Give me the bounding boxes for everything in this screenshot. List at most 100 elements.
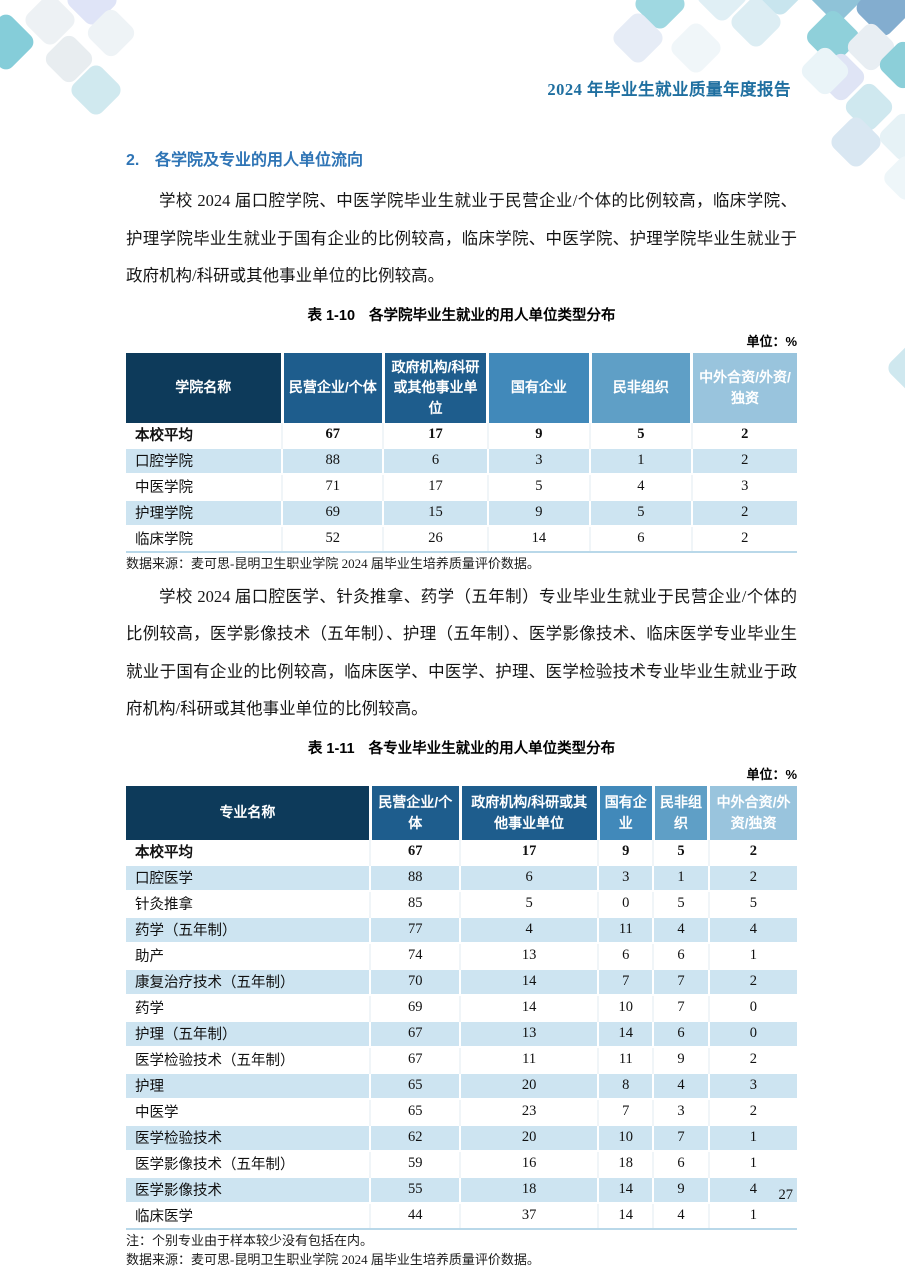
- diamond-shape: [84, 6, 138, 60]
- diamond-shape: [876, 110, 905, 164]
- cell-value: 9: [597, 839, 654, 865]
- cell-value: 4: [652, 1201, 709, 1230]
- table-row: 口腔学院 88 6 3 1 2: [126, 446, 797, 474]
- table-row: 针灸推拿 85 5 0 5 5: [126, 889, 797, 917]
- cell-value: 13: [459, 1019, 599, 1047]
- diamond-shape: [842, 80, 896, 134]
- cell-value: 14: [486, 524, 591, 553]
- unit-label: 单位：%: [746, 766, 797, 782]
- cell-value: 70: [369, 967, 461, 995]
- cell-value: 10: [597, 993, 654, 1021]
- row-label: 医学检验技术（五年制）: [126, 1045, 371, 1073]
- paragraph-majors: 学校 2024 届口腔医学、针灸推拿、药学（五年制）专业毕业生就业于民营企业/个…: [126, 586, 797, 719]
- cell-value: 18: [597, 1149, 654, 1177]
- row-label: 康复治疗技术（五年制）: [126, 967, 371, 995]
- column-header: 民非组织: [651, 785, 709, 840]
- table-row: 护理 65 20 8 4 3: [126, 1071, 797, 1099]
- cell-value: 1: [707, 941, 797, 969]
- cell-value: 5: [652, 839, 709, 865]
- cell-value: 3: [690, 472, 797, 500]
- page-number: 27: [778, 1187, 794, 1203]
- table-row: 医学检验技术（五年制） 67 11 11 9 2: [126, 1045, 797, 1073]
- cell-value: 67: [369, 1045, 461, 1073]
- cell-value: 16: [459, 1149, 599, 1177]
- cell-value: 2: [707, 1097, 797, 1125]
- cell-value: 69: [369, 993, 461, 1021]
- table-footnote: 注：个别专业由于样本较少没有包括在内。: [126, 1232, 374, 1248]
- cell-value: 5: [707, 889, 797, 917]
- cell-value: 17: [382, 422, 488, 448]
- column-header: 政府机构/科研或其他事业单位: [381, 352, 488, 423]
- cell-value: 8: [597, 1071, 654, 1099]
- cell-value: 7: [652, 993, 709, 1021]
- diamond-shape: [827, 113, 885, 171]
- row-label: 口腔学院: [126, 446, 283, 474]
- cell-value: 5: [589, 498, 692, 526]
- cell-value: 65: [369, 1097, 461, 1125]
- row-label: 药学: [126, 993, 371, 1021]
- row-label: 医学影像技术（五年制）: [126, 1149, 371, 1177]
- row-label: 中医学院: [126, 472, 283, 500]
- section-heading: 2. 各学院及专业的用人单位流向: [126, 146, 797, 170]
- cell-value: 2: [690, 422, 797, 448]
- cell-value: 69: [281, 498, 384, 526]
- cell-value: 17: [459, 839, 599, 865]
- cell-value: 9: [486, 498, 591, 526]
- cell-value: 7: [597, 1097, 654, 1125]
- cell-value: 74: [369, 941, 461, 969]
- cell-value: 20: [459, 1123, 599, 1151]
- cell-value: 26: [382, 524, 488, 553]
- table-row: 医学检验技术 62 20 10 7 1: [126, 1123, 797, 1151]
- diamond-shape: [667, 19, 725, 77]
- cell-value: 2: [707, 967, 797, 995]
- diamond-shape: [876, 38, 905, 92]
- cell-value: 4: [707, 1175, 797, 1203]
- row-label: 护理（五年制）: [126, 1019, 371, 1047]
- table-row: 中医学院 71 17 5 4 3: [126, 472, 797, 500]
- diamond-shape: [727, 0, 785, 51]
- diamond-shape: [21, 0, 79, 49]
- diamond-shape: [844, 20, 898, 74]
- cell-value: 2: [707, 839, 797, 865]
- cell-value: 3: [597, 863, 654, 891]
- table-header-row: 专业名称 民营企业/个体 政府机构/科研或其他事业单位 国有企业 民非组织 中外合资/外资…: [126, 785, 797, 840]
- diamond-shape: [805, 0, 869, 26]
- cell-value: 14: [597, 1019, 654, 1047]
- table-row: 药学 69 14 10 7 0: [126, 993, 797, 1021]
- cell-value: 88: [369, 863, 461, 891]
- diamond-shape: [42, 32, 96, 86]
- section-title: 各学院及专业的用人单位流向: [155, 152, 364, 169]
- cell-value: 3: [486, 446, 591, 474]
- table-row: 医学影像技术 55 18 14 9 4: [126, 1175, 797, 1203]
- cell-value: 5: [459, 889, 599, 917]
- row-label: 护理: [126, 1071, 371, 1099]
- diamond-shape: [814, 50, 868, 104]
- cell-value: 14: [459, 993, 599, 1021]
- cell-value: 2: [690, 498, 797, 526]
- table-row: 药学（五年制） 77 4 11 4 4: [126, 915, 797, 943]
- cell-value: 67: [281, 422, 384, 448]
- table-colleges-employer-types: 学院名称 民营企业/个体 政府机构/科研或其他事业单位 国有企业 民非组织 中外合资/外资…: [126, 352, 797, 553]
- cell-value: 1: [589, 446, 692, 474]
- cell-value: 67: [369, 1019, 461, 1047]
- table-row: 康复治疗技术（五年制） 70 14 7 7 2: [126, 967, 797, 995]
- column-header: 中外合资/外资/独资: [707, 785, 797, 840]
- paragraph-colleges: 学校 2024 届口腔学院、中医学院毕业生就业于民营企业/个体的比例较高，临床学…: [126, 191, 797, 285]
- cell-value: 5: [486, 472, 591, 500]
- cell-value: 59: [369, 1149, 461, 1177]
- section-number: 2.: [126, 152, 140, 169]
- cell-value: 20: [459, 1071, 599, 1099]
- cell-value: 11: [597, 915, 654, 943]
- cell-value: 4: [707, 915, 797, 943]
- cell-value: 6: [382, 446, 488, 474]
- column-header: 国有企业: [486, 352, 591, 423]
- table-row: 口腔医学 88 6 3 1 2: [126, 863, 797, 891]
- cell-value: 67: [369, 839, 461, 865]
- table-row: 本校平均 67 17 9 5 2: [126, 422, 797, 448]
- cell-value: 7: [652, 967, 709, 995]
- diamond-shape: [798, 44, 852, 98]
- cell-value: 77: [369, 915, 461, 943]
- cell-value: 4: [652, 1071, 709, 1099]
- cell-value: 18: [459, 1175, 599, 1203]
- cell-value: 11: [597, 1045, 654, 1073]
